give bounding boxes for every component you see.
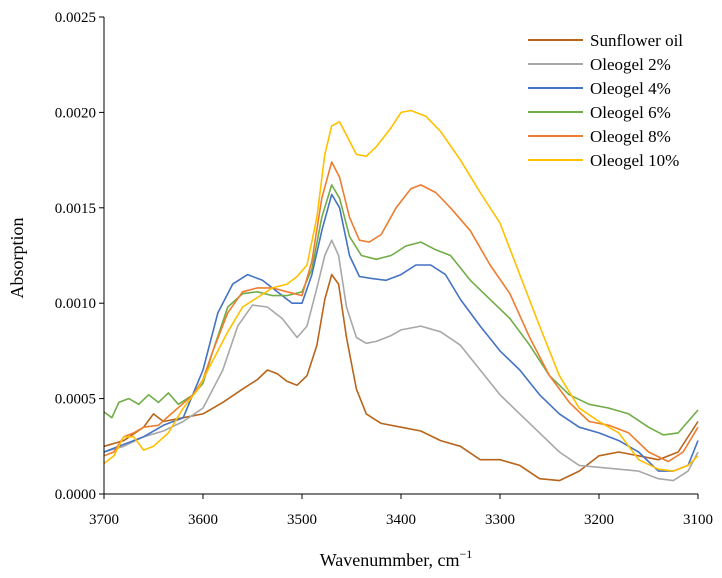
- x-axis-title-text: Wavenummber, cm: [320, 550, 460, 570]
- x-axis-title-superscript: −1: [460, 547, 473, 561]
- series-layer: [103, 109, 699, 482]
- y-tick-label: 0.0025: [55, 10, 96, 26]
- legend-label: Sunflower oil: [590, 31, 683, 50]
- series-line-6: [103, 109, 699, 472]
- series-line-5: [103, 161, 699, 463]
- legend-label: Oleogel 2%: [590, 55, 671, 74]
- y-axis-title: Absorption: [7, 218, 27, 299]
- legend: Sunflower oil Oleogel 2% Oleogel 4% Oleogel…: [528, 31, 683, 170]
- series-line-1: [103, 273, 699, 482]
- legend-label: Oleogel 10%: [590, 151, 679, 170]
- legend-label: Oleogel 4%: [590, 79, 671, 98]
- x-tick-label: 3500: [287, 512, 317, 528]
- x-tick-label: 3300: [485, 512, 515, 528]
- y-tick-label: 0.0005: [55, 392, 96, 408]
- x-tick-label: 3700: [89, 512, 119, 528]
- series-line-2: [103, 239, 699, 482]
- y-tick-label: 0.0020: [55, 105, 96, 121]
- x-tick-label: 3600: [188, 512, 218, 528]
- x-tick-label: 3100: [683, 512, 713, 528]
- series-line-4: [103, 184, 699, 436]
- x-tick-label: 3200: [584, 512, 614, 528]
- x-axis-title: Wavenummber, cm−1: [320, 547, 473, 570]
- y-tick-label: 0.0015: [55, 201, 96, 217]
- legend-label: Oleogel 6%: [590, 103, 671, 122]
- y-tick-label: 0.0000: [55, 487, 96, 503]
- x-tick-label: 3400: [386, 512, 416, 528]
- series-line-3: [103, 193, 699, 472]
- y-tick-label: 0.0010: [55, 296, 96, 312]
- legend-label: Oleogel 8%: [590, 127, 671, 146]
- ticks-layer: 0.0000 0.0005 0.0010 0.0015 0.0020 0.0025 3700…: [55, 10, 713, 528]
